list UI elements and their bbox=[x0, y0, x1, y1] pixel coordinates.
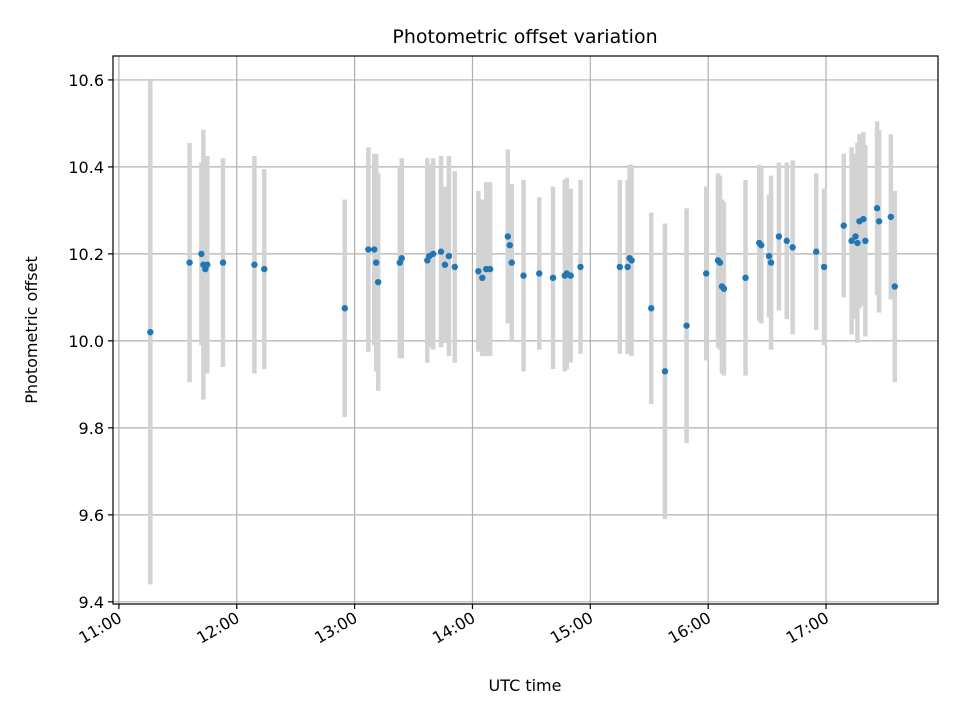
x-tick-label: 17:00 bbox=[783, 608, 832, 648]
data-point bbox=[862, 237, 869, 245]
data-point bbox=[486, 265, 494, 273]
data-point bbox=[219, 259, 227, 266]
data-point bbox=[767, 259, 775, 266]
data-point bbox=[508, 259, 515, 266]
data-point bbox=[860, 215, 867, 223]
data-point bbox=[716, 259, 724, 266]
data-point bbox=[204, 261, 211, 268]
data-point bbox=[742, 274, 749, 282]
data-point bbox=[373, 259, 380, 266]
y-tick-label: 10.6 bbox=[68, 71, 104, 90]
chart-title: Photometric offset variation bbox=[392, 26, 657, 48]
data-point bbox=[765, 252, 773, 260]
data-point bbox=[758, 241, 765, 249]
data-point bbox=[567, 272, 574, 279]
data-point bbox=[616, 263, 623, 271]
data-point bbox=[371, 246, 378, 253]
x-axis-label: UTC time bbox=[489, 676, 562, 695]
data-point bbox=[147, 328, 154, 336]
data-point bbox=[341, 305, 348, 312]
data-point bbox=[854, 239, 861, 247]
data-point bbox=[536, 270, 543, 277]
data-point bbox=[520, 272, 527, 279]
data-point bbox=[891, 283, 898, 290]
data-point bbox=[875, 218, 883, 225]
data-point bbox=[365, 246, 372, 253]
x-tick-label: 12:00 bbox=[193, 608, 242, 648]
y-tick-label: 9.4 bbox=[79, 593, 104, 612]
errorbars bbox=[148, 79, 898, 585]
data-point bbox=[479, 274, 486, 282]
data-point bbox=[873, 205, 881, 212]
y-tick-label: 10.0 bbox=[68, 332, 104, 351]
y-axis-ticks: 9.4 9.6 9.8 10.0 10.2 10.4 10.6 bbox=[68, 71, 113, 612]
data-point bbox=[549, 274, 557, 282]
data-point bbox=[661, 368, 669, 375]
y-tick-label: 10.4 bbox=[68, 158, 104, 177]
data-point bbox=[504, 233, 512, 240]
data-point bbox=[775, 233, 783, 240]
data-point bbox=[813, 248, 820, 255]
x-tick-label: 11:00 bbox=[75, 608, 124, 648]
data-points bbox=[147, 205, 898, 375]
data-point bbox=[429, 250, 437, 258]
data-point bbox=[251, 261, 258, 268]
data-point bbox=[261, 265, 268, 273]
data-point bbox=[451, 263, 458, 271]
data-point bbox=[820, 263, 828, 271]
data-point bbox=[186, 259, 193, 266]
y-axis-label: Photometric offset bbox=[22, 256, 41, 404]
data-point bbox=[783, 237, 790, 245]
x-tick-label: 13:00 bbox=[311, 608, 360, 648]
x-tick-label: 16:00 bbox=[665, 608, 714, 648]
data-point bbox=[441, 261, 449, 268]
plot-area-frame bbox=[112, 55, 939, 605]
data-point bbox=[887, 213, 895, 221]
x-tick-label: 14:00 bbox=[429, 608, 478, 648]
data-point bbox=[848, 237, 855, 245]
x-axis-ticks: 11:00 12:00 13:00 14:00 15:00 16:00 17:00 bbox=[75, 604, 832, 648]
data-point bbox=[628, 257, 635, 264]
data-point bbox=[683, 322, 690, 329]
y-tick-label: 9.6 bbox=[79, 506, 104, 525]
data-point bbox=[374, 278, 382, 286]
data-point bbox=[789, 244, 796, 251]
x-tick-label: 15:00 bbox=[547, 608, 596, 648]
data-point bbox=[840, 222, 847, 229]
data-point bbox=[445, 252, 453, 260]
data-point bbox=[506, 241, 513, 249]
data-point bbox=[648, 305, 655, 312]
y-tick-label: 10.2 bbox=[68, 245, 104, 264]
data-point bbox=[624, 263, 631, 271]
data-point bbox=[720, 285, 728, 292]
data-point bbox=[437, 248, 445, 255]
y-tick-label: 9.8 bbox=[79, 419, 104, 438]
data-point bbox=[475, 268, 482, 275]
data-point bbox=[703, 270, 710, 277]
data-point bbox=[577, 263, 584, 271]
data-point bbox=[852, 233, 859, 240]
data-point bbox=[198, 250, 205, 258]
data-point bbox=[398, 255, 405, 262]
